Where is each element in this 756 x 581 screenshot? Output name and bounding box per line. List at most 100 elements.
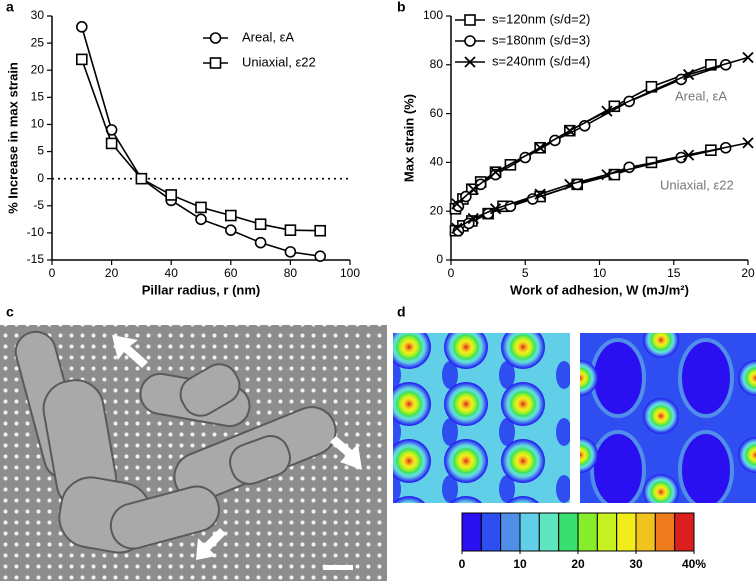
y-tick-label: 20: [31, 62, 45, 76]
heatmap-hotspot: [501, 439, 545, 483]
heatmap-right: [580, 333, 756, 503]
heatmap-hotspot: [449, 496, 483, 503]
marker: [254, 236, 267, 249]
heatmap-hotspot: [580, 437, 598, 473]
heatmap-hotspot: [643, 398, 679, 434]
legend-marker: [464, 35, 476, 47]
x-tick-label: 60: [224, 266, 238, 280]
heatmap-lobe: [678, 430, 734, 503]
x-tick-label: 0: [49, 266, 56, 280]
heatmap-hotspot: [643, 474, 679, 503]
heatmap-left: [393, 333, 570, 503]
colorbar-tick-label: 20: [571, 557, 585, 571]
x-axis-title: Pillar radius, r (nm): [142, 282, 260, 297]
heatmap-hotspot: [643, 333, 679, 358]
marker: [467, 212, 479, 225]
marker: [76, 21, 88, 33]
x-tick-label: 15: [667, 266, 681, 280]
y-tick-label: -5: [33, 198, 44, 212]
legend-marker: [209, 57, 222, 69]
x-tick-label: 20: [105, 266, 119, 280]
marker: [76, 53, 88, 66]
colorbar-tick-label: 10: [513, 557, 527, 571]
colorbar-segment: [674, 512, 695, 552]
heatmap-hotspot: [393, 333, 431, 369]
colorbar-segment: [596, 512, 618, 552]
panel-label: a: [6, 0, 14, 15]
marker: [489, 203, 502, 215]
heatmap-lobe: [556, 361, 570, 389]
y-axis-title: % Increase in max strain: [5, 62, 20, 214]
marker: [451, 222, 463, 234]
colorbar-segment: [654, 512, 676, 552]
heatmap-lobe: [590, 430, 646, 503]
x-tick-label: 5: [522, 266, 529, 280]
x-tick-label: 10: [593, 266, 607, 280]
colorbar-tick-label: 0: [459, 557, 466, 571]
heatmap-lobe: [499, 361, 515, 389]
marker: [135, 172, 148, 185]
colorbar-segment: [616, 512, 637, 552]
y-tick-label: 0: [37, 171, 44, 185]
marker: [564, 125, 576, 137]
legend-marker: [464, 56, 476, 68]
colorbar-segment: [577, 512, 598, 552]
panel-label: c: [6, 304, 14, 320]
heatmap-lobe: [556, 418, 570, 446]
heatmap-lobe: [393, 418, 401, 446]
annotation: Areal, εA: [675, 88, 727, 103]
annotation: Uniaxial, ε22: [660, 177, 734, 192]
colorbar-segment: [480, 512, 502, 552]
heatmap-hotspot: [738, 360, 756, 396]
colorbar-segment: [635, 512, 656, 552]
colorbar-segment: [538, 512, 560, 552]
marker: [254, 218, 267, 231]
panel-label: d: [397, 304, 406, 320]
marker: [742, 51, 754, 64]
heatmap-lobe: [442, 475, 458, 503]
y-tick-label: -10: [27, 225, 45, 239]
marker: [742, 137, 754, 149]
y-tick-label: 25: [31, 35, 45, 49]
marker: [534, 188, 546, 200]
x-tick-label: 0: [448, 266, 455, 280]
marker: [195, 213, 207, 226]
heatmap-hotspot: [501, 382, 545, 426]
legend-label: s=180nm (s/d=3): [492, 32, 590, 47]
heatmap-hotspot: [738, 437, 756, 473]
heatmap-hotspot: [444, 439, 488, 483]
marker: [225, 224, 237, 236]
panel-label: b: [397, 0, 406, 15]
y-tick-label: 80: [430, 57, 444, 71]
marker: [489, 166, 502, 178]
y-tick-label: 40: [430, 155, 444, 169]
colorbar-segment: [519, 512, 540, 552]
y-tick-label: 15: [31, 90, 45, 104]
heatmap-hotspot: [506, 496, 540, 503]
micrograph: [0, 325, 387, 581]
x-tick-label: 20: [741, 266, 755, 280]
y-tick-label: -15: [27, 252, 45, 266]
heatmap-lobe: [499, 475, 515, 503]
heatmap-lobe: [442, 361, 458, 389]
legend-label: s=120nm (s/d=2): [492, 11, 590, 26]
marker: [284, 224, 297, 236]
x-tick-label: 40: [165, 266, 179, 280]
heatmap-lobe: [499, 418, 515, 446]
colorbar-tick-label: 40%: [682, 557, 706, 571]
heatmap-hotspot: [393, 439, 431, 483]
x-axis-title: Work of adhesion, W (mJ/m²): [510, 282, 689, 297]
marker: [314, 250, 327, 263]
marker: [165, 189, 177, 201]
y-tick-label: 10: [31, 117, 45, 131]
marker: [195, 201, 207, 214]
legend-label: s=240nm (s/d=4): [492, 53, 590, 68]
y-axis-title: Max strain (%): [401, 94, 416, 182]
marker: [564, 178, 576, 190]
marker: [314, 224, 327, 237]
y-tick-label: 60: [430, 106, 444, 120]
heatmap-lobe: [393, 361, 401, 389]
heatmap-lobe: [442, 418, 458, 446]
